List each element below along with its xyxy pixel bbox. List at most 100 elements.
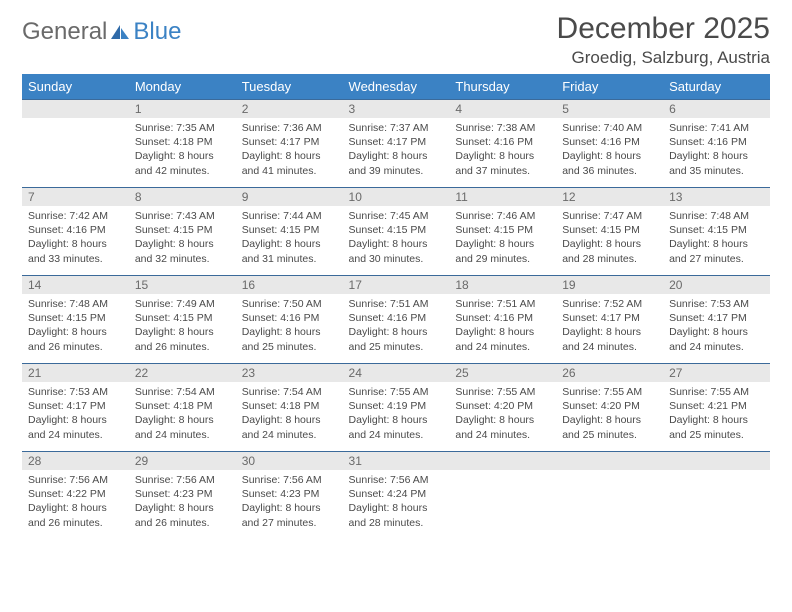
calendar-week-row: 21Sunrise: 7:53 AMSunset: 4:17 PMDayligh… [22,364,770,452]
weekday-header: Wednesday [343,74,450,100]
title-block: December 2025 Groedig, Salzburg, Austria [557,12,770,68]
calendar-day-cell: 11Sunrise: 7:46 AMSunset: 4:15 PMDayligh… [449,188,556,276]
day-details: Sunrise: 7:55 AMSunset: 4:19 PMDaylight:… [343,382,450,446]
empty-day-band [556,452,663,470]
location: Groedig, Salzburg, Austria [557,48,770,68]
day-details: Sunrise: 7:52 AMSunset: 4:17 PMDaylight:… [556,294,663,358]
day-number: 14 [22,276,129,294]
calendar-day-cell: 7Sunrise: 7:42 AMSunset: 4:16 PMDaylight… [22,188,129,276]
day-number: 7 [22,188,129,206]
day-details: Sunrise: 7:44 AMSunset: 4:15 PMDaylight:… [236,206,343,270]
calendar-day-cell: 13Sunrise: 7:48 AMSunset: 4:15 PMDayligh… [663,188,770,276]
sail-icon [109,23,131,41]
day-details: Sunrise: 7:56 AMSunset: 4:23 PMDaylight:… [236,470,343,534]
day-number: 11 [449,188,556,206]
calendar-table: Sunday Monday Tuesday Wednesday Thursday… [22,74,770,540]
calendar-day-cell: 31Sunrise: 7:56 AMSunset: 4:24 PMDayligh… [343,452,450,540]
day-number: 6 [663,100,770,118]
calendar-day-cell: 17Sunrise: 7:51 AMSunset: 4:16 PMDayligh… [343,276,450,364]
day-number: 30 [236,452,343,470]
day-number: 18 [449,276,556,294]
calendar-day-cell [556,452,663,540]
header: General Blue December 2025 Groedig, Salz… [22,12,770,68]
day-number: 17 [343,276,450,294]
day-number: 22 [129,364,236,382]
day-details: Sunrise: 7:42 AMSunset: 4:16 PMDaylight:… [22,206,129,270]
day-number: 26 [556,364,663,382]
weekday-header: Tuesday [236,74,343,100]
empty-day-band [22,100,129,118]
calendar-day-cell: 24Sunrise: 7:55 AMSunset: 4:19 PMDayligh… [343,364,450,452]
day-number: 8 [129,188,236,206]
calendar-day-cell: 2Sunrise: 7:36 AMSunset: 4:17 PMDaylight… [236,100,343,188]
calendar-day-cell: 25Sunrise: 7:55 AMSunset: 4:20 PMDayligh… [449,364,556,452]
empty-day-band [663,452,770,470]
day-details: Sunrise: 7:40 AMSunset: 4:16 PMDaylight:… [556,118,663,182]
empty-day-band [449,452,556,470]
calendar-day-cell: 18Sunrise: 7:51 AMSunset: 4:16 PMDayligh… [449,276,556,364]
day-details: Sunrise: 7:56 AMSunset: 4:22 PMDaylight:… [22,470,129,534]
weekday-header: Saturday [663,74,770,100]
day-details: Sunrise: 7:55 AMSunset: 4:20 PMDaylight:… [449,382,556,446]
day-details: Sunrise: 7:51 AMSunset: 4:16 PMDaylight:… [449,294,556,358]
day-details: Sunrise: 7:53 AMSunset: 4:17 PMDaylight:… [22,382,129,446]
calendar-week-row: 1Sunrise: 7:35 AMSunset: 4:18 PMDaylight… [22,100,770,188]
calendar-day-cell: 8Sunrise: 7:43 AMSunset: 4:15 PMDaylight… [129,188,236,276]
calendar-day-cell: 4Sunrise: 7:38 AMSunset: 4:16 PMDaylight… [449,100,556,188]
logo: General Blue [22,12,181,46]
calendar-day-cell: 12Sunrise: 7:47 AMSunset: 4:15 PMDayligh… [556,188,663,276]
logo-text-blue: Blue [133,18,181,46]
day-details: Sunrise: 7:46 AMSunset: 4:15 PMDaylight:… [449,206,556,270]
calendar-day-cell: 3Sunrise: 7:37 AMSunset: 4:17 PMDaylight… [343,100,450,188]
day-number: 28 [22,452,129,470]
day-details: Sunrise: 7:53 AMSunset: 4:17 PMDaylight:… [663,294,770,358]
day-details: Sunrise: 7:37 AMSunset: 4:17 PMDaylight:… [343,118,450,182]
calendar-day-cell: 15Sunrise: 7:49 AMSunset: 4:15 PMDayligh… [129,276,236,364]
day-number: 27 [663,364,770,382]
calendar-week-row: 7Sunrise: 7:42 AMSunset: 4:16 PMDaylight… [22,188,770,276]
day-details: Sunrise: 7:55 AMSunset: 4:21 PMDaylight:… [663,382,770,446]
calendar-day-cell: 21Sunrise: 7:53 AMSunset: 4:17 PMDayligh… [22,364,129,452]
day-number: 15 [129,276,236,294]
calendar-day-cell: 28Sunrise: 7:56 AMSunset: 4:22 PMDayligh… [22,452,129,540]
day-details: Sunrise: 7:49 AMSunset: 4:15 PMDaylight:… [129,294,236,358]
calendar-day-cell: 10Sunrise: 7:45 AMSunset: 4:15 PMDayligh… [343,188,450,276]
day-details: Sunrise: 7:45 AMSunset: 4:15 PMDaylight:… [343,206,450,270]
day-details: Sunrise: 7:50 AMSunset: 4:16 PMDaylight:… [236,294,343,358]
day-details: Sunrise: 7:56 AMSunset: 4:23 PMDaylight:… [129,470,236,534]
calendar-day-cell: 22Sunrise: 7:54 AMSunset: 4:18 PMDayligh… [129,364,236,452]
logo-text-general: General [22,18,107,46]
weekday-header: Sunday [22,74,129,100]
calendar-day-cell: 23Sunrise: 7:54 AMSunset: 4:18 PMDayligh… [236,364,343,452]
calendar-day-cell: 6Sunrise: 7:41 AMSunset: 4:16 PMDaylight… [663,100,770,188]
day-details: Sunrise: 7:55 AMSunset: 4:20 PMDaylight:… [556,382,663,446]
calendar-day-cell: 27Sunrise: 7:55 AMSunset: 4:21 PMDayligh… [663,364,770,452]
calendar-day-cell [449,452,556,540]
day-details: Sunrise: 7:54 AMSunset: 4:18 PMDaylight:… [129,382,236,446]
calendar-day-cell: 1Sunrise: 7:35 AMSunset: 4:18 PMDaylight… [129,100,236,188]
day-details: Sunrise: 7:48 AMSunset: 4:15 PMDaylight:… [663,206,770,270]
calendar-day-cell: 20Sunrise: 7:53 AMSunset: 4:17 PMDayligh… [663,276,770,364]
day-details: Sunrise: 7:38 AMSunset: 4:16 PMDaylight:… [449,118,556,182]
day-details: Sunrise: 7:41 AMSunset: 4:16 PMDaylight:… [663,118,770,182]
day-number: 19 [556,276,663,294]
day-number: 21 [22,364,129,382]
calendar-day-cell: 9Sunrise: 7:44 AMSunset: 4:15 PMDaylight… [236,188,343,276]
day-details: Sunrise: 7:51 AMSunset: 4:16 PMDaylight:… [343,294,450,358]
day-number: 3 [343,100,450,118]
day-number: 31 [343,452,450,470]
day-details: Sunrise: 7:35 AMSunset: 4:18 PMDaylight:… [129,118,236,182]
calendar-day-cell [22,100,129,188]
day-number: 1 [129,100,236,118]
day-number: 10 [343,188,450,206]
day-number: 24 [343,364,450,382]
calendar-week-row: 28Sunrise: 7:56 AMSunset: 4:22 PMDayligh… [22,452,770,540]
day-number: 13 [663,188,770,206]
calendar-day-cell: 29Sunrise: 7:56 AMSunset: 4:23 PMDayligh… [129,452,236,540]
day-number: 5 [556,100,663,118]
day-number: 12 [556,188,663,206]
day-number: 25 [449,364,556,382]
calendar-day-cell [663,452,770,540]
weekday-header: Monday [129,74,236,100]
weekday-header: Friday [556,74,663,100]
